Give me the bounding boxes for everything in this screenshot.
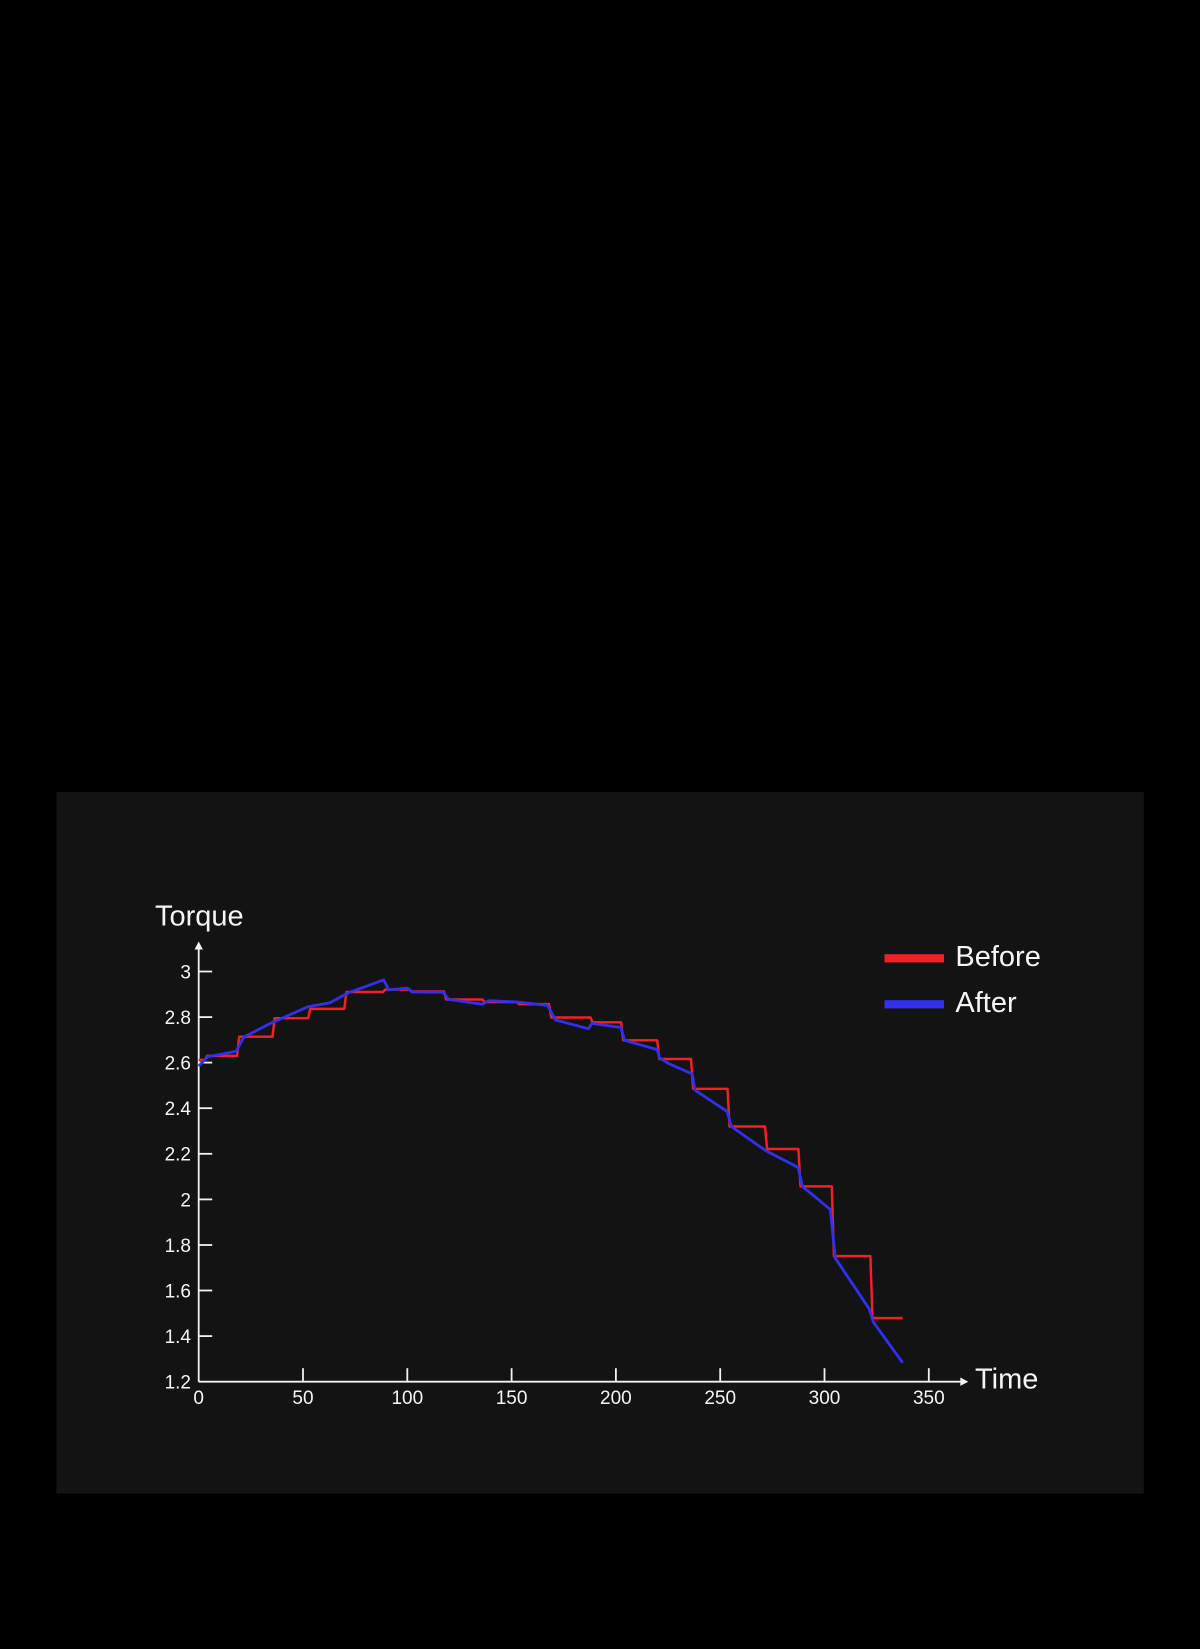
svg-text:100: 100 [391, 1388, 423, 1409]
svg-text:1.4: 1.4 [165, 1327, 192, 1348]
svg-text:After: After [955, 987, 1017, 1019]
svg-text:3: 3 [180, 962, 191, 983]
svg-text:1.2: 1.2 [165, 1373, 191, 1394]
svg-text:2.6: 2.6 [165, 1054, 191, 1075]
svg-text:300: 300 [809, 1388, 841, 1409]
svg-text:1.8: 1.8 [165, 1236, 191, 1257]
svg-text:1.6: 1.6 [165, 1281, 191, 1302]
svg-text:200: 200 [600, 1388, 632, 1409]
svg-text:Before: Before [955, 941, 1040, 973]
svg-text:2.2: 2.2 [165, 1145, 191, 1166]
svg-text:250: 250 [704, 1388, 736, 1409]
svg-text:50: 50 [292, 1388, 313, 1409]
svg-text:2: 2 [180, 1190, 191, 1211]
svg-text:2.8: 2.8 [165, 1008, 191, 1029]
svg-text:2.4: 2.4 [165, 1099, 192, 1120]
svg-text:150: 150 [496, 1388, 528, 1409]
svg-text:Torque: Torque [155, 901, 244, 933]
svg-text:Time: Time [975, 1363, 1038, 1395]
svg-text:0: 0 [193, 1388, 204, 1409]
svg-text:350: 350 [913, 1388, 945, 1409]
